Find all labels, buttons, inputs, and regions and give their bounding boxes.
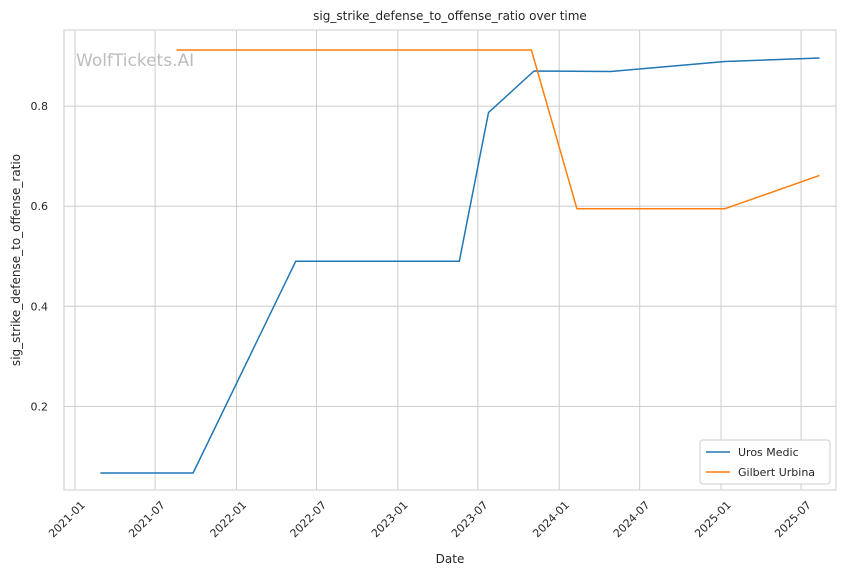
y-axis-ticks: 0.2 0.4 0.6 0.8	[31, 100, 49, 413]
legend-label: Gilbert Urbina	[738, 466, 815, 479]
series-line	[100, 57, 820, 474]
legend-box	[699, 439, 831, 485]
plot-frame	[63, 29, 837, 491]
x-axis-label: Date	[436, 552, 465, 566]
legend: Uros Medic Gilbert Urbina	[699, 439, 831, 485]
y-tick-label: 0.8	[31, 100, 49, 113]
grid	[64, 30, 836, 490]
y-tick-label: 0.2	[31, 400, 49, 413]
y-axis-label: sig_strike_defense_to_offense_ratio	[9, 154, 23, 366]
legend-items: Uros Medic Gilbert Urbina	[706, 446, 815, 479]
series-lines	[100, 49, 820, 474]
watermark: WolfTickets.AI	[76, 51, 194, 71]
y-tick-label: 0.6	[31, 200, 49, 213]
series-line	[176, 49, 820, 210]
legend-label: Uros Medic	[738, 446, 799, 459]
chart-title: sig_strike_defense_to_offense_ratio over…	[313, 9, 587, 23]
y-tick-label: 0.4	[31, 300, 49, 313]
